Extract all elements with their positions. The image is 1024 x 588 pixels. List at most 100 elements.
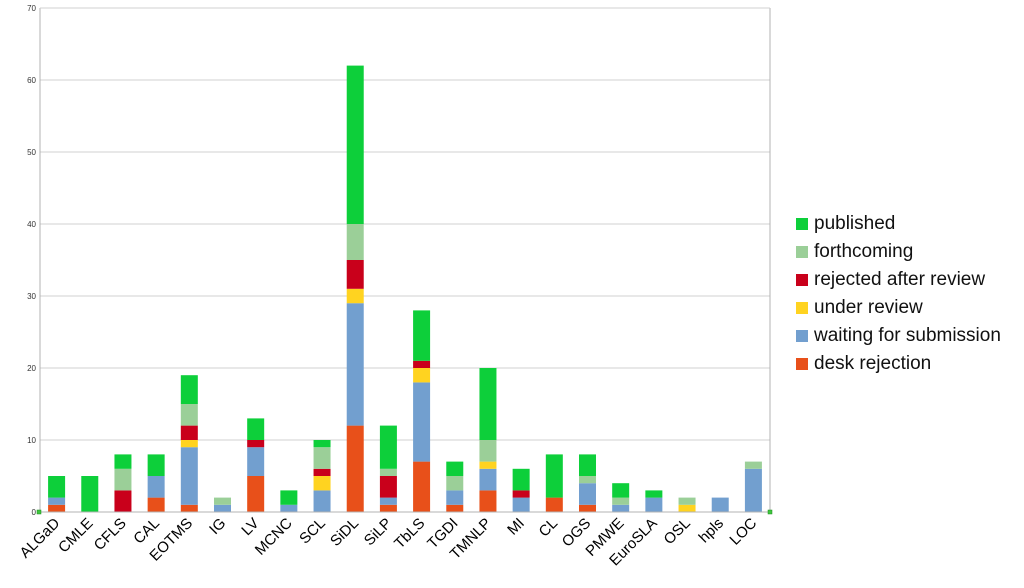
bar-segment: [346, 224, 364, 260]
y-tick-label: 40: [27, 220, 36, 229]
x-category-label: ALGaD: [17, 515, 64, 562]
legend-item: published: [796, 210, 1001, 238]
bar-segment: [545, 454, 563, 498]
bar-segment: [579, 476, 596, 484]
bar-segment: [180, 440, 198, 448]
bar-segment: [512, 490, 530, 498]
bar-segment: [48, 497, 66, 505]
bar-segment: [346, 425, 364, 512]
bar-segment: [114, 468, 132, 491]
x-category-label: OSL: [661, 515, 694, 548]
bar-segment: [744, 461, 762, 469]
bar-segment: [413, 368, 431, 383]
x-category-label: SiDL: [327, 515, 362, 550]
legend-label: forthcoming: [814, 241, 914, 262]
axis-end-marker: [767, 509, 773, 515]
axis-origin-marker: [36, 509, 42, 515]
x-category-label: LV: [238, 515, 262, 539]
y-tick-label: 20: [27, 364, 36, 373]
legend-item: under review: [796, 294, 1001, 322]
x-category-label: CL: [536, 515, 562, 541]
legend-label: rejected after review: [814, 269, 986, 290]
bar-segment: [180, 447, 198, 505]
bar-segment: [247, 440, 265, 448]
bar-segment: [446, 504, 464, 512]
bar-segment: [313, 490, 331, 512]
bar-segment: [579, 454, 596, 476]
legend-item: forthcoming: [796, 238, 1001, 266]
bar-segment: [114, 454, 132, 469]
gridlines: [40, 7, 770, 441]
bar-segment: [446, 461, 464, 476]
bar-segment: [346, 303, 364, 426]
bar-segment: [479, 461, 497, 469]
legend-swatch: [796, 358, 808, 370]
bar-segment: [711, 497, 729, 512]
bar-segment: [678, 504, 696, 512]
x-category-label: IG: [206, 515, 229, 538]
y-tick-label: 10: [27, 436, 36, 445]
bar-segment: [512, 497, 530, 512]
bar-segment: [313, 440, 331, 448]
y-tick-label: 0: [32, 508, 37, 517]
legend-swatch: [796, 218, 808, 230]
legend-item: waiting for submission: [796, 322, 1001, 350]
bar-segment: [180, 375, 198, 404]
bar-segment: [280, 504, 298, 512]
legend: published forthcoming rejected after revie…: [796, 210, 1001, 378]
legend-label: waiting for submission: [814, 325, 1001, 346]
bar-segment: [479, 490, 497, 512]
bar-segment: [180, 504, 198, 512]
axes: [36, 7, 773, 515]
bar-segment: [744, 468, 762, 512]
legend-swatch: [796, 330, 808, 342]
bar-segment: [479, 468, 497, 491]
bar-segment: [280, 490, 298, 505]
bar-segment: [379, 468, 397, 476]
bar-segment: [147, 454, 165, 476]
y-tick-label: 70: [27, 4, 36, 13]
legend-item: rejected after review: [796, 266, 1001, 294]
bar-segment: [346, 65, 364, 224]
bar-segment: [313, 447, 331, 469]
legend-swatch: [796, 302, 808, 314]
bar-segment: [346, 260, 364, 289]
y-tick-label: 30: [27, 292, 36, 301]
x-category-label: TbLS: [391, 515, 428, 552]
legend-label: desk rejection: [814, 353, 932, 374]
y-tick-labels: 0 10 20 30 40 50 60 70: [27, 4, 36, 517]
bar-segment: [313, 468, 331, 476]
legend-swatch: [796, 246, 808, 258]
bar-segment: [313, 476, 331, 491]
bar-segment: [545, 497, 563, 512]
x-category-label: CMLE: [55, 515, 96, 556]
bar-segment: [512, 468, 530, 491]
bar-segment: [180, 425, 198, 440]
bar-segment: [81, 476, 99, 512]
legend-label: under review: [814, 297, 923, 318]
bar-segment: [48, 476, 66, 498]
bar-segment: [247, 476, 265, 512]
bar-segment: [379, 476, 397, 498]
bar-segment: [214, 497, 231, 505]
bar-segment: [147, 497, 165, 512]
bar-segment: [379, 425, 397, 469]
bar-segment: [48, 504, 66, 512]
bar-segment: [379, 497, 397, 505]
bar-segment: [247, 447, 265, 476]
bars: [48, 65, 762, 512]
x-category-label: LOC: [726, 515, 760, 549]
bar-segment: [180, 404, 198, 426]
bar-segment: [612, 504, 630, 512]
bar-segment: [678, 497, 696, 505]
y-tick-label: 50: [27, 148, 36, 157]
bar-segment: [379, 504, 397, 512]
bar-segment: [114, 490, 132, 512]
bar-segment: [645, 490, 663, 498]
bar-segment: [413, 310, 431, 361]
bar-segment: [612, 497, 630, 505]
x-category-label: MI: [504, 515, 528, 539]
bar-segment: [147, 476, 165, 498]
bar-segment: [645, 497, 663, 512]
